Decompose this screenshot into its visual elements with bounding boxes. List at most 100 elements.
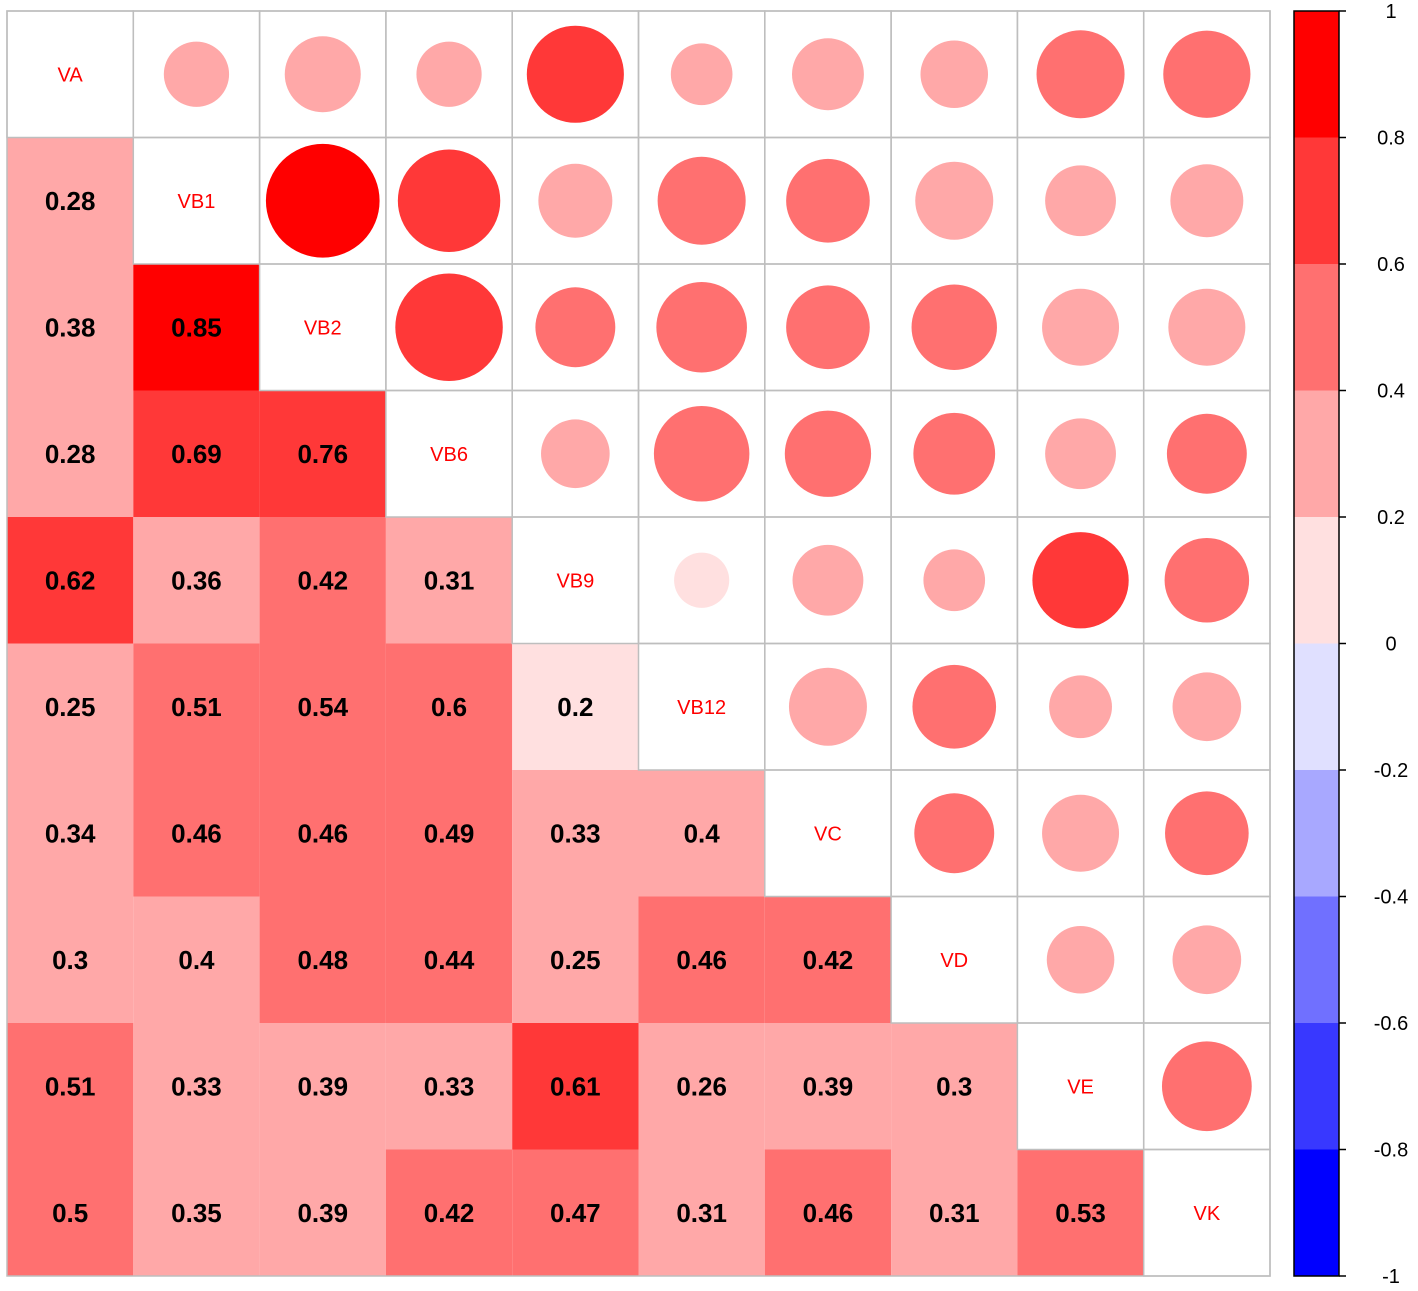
cell-value-VB12-VB9: 0.2	[557, 692, 593, 722]
legend-bin-9	[1294, 1149, 1339, 1276]
circle-mark-VB12-VE	[1049, 675, 1112, 739]
lower-cell-VB2-VB1	[133, 264, 260, 391]
variable-label-VK: VK	[1194, 1203, 1221, 1225]
circle-mark-VB1-VB2	[265, 143, 380, 258]
circle-mark-VA-VD	[920, 40, 989, 109]
circle-mark-VB12-VC	[788, 667, 867, 746]
legend-bin-5	[1294, 643, 1339, 770]
legend-tick-label-2: 0.6	[1377, 254, 1405, 276]
lower-cell-VE-VB2	[259, 1023, 386, 1150]
lower-cell-VC-VA	[7, 770, 134, 897]
lower-cell-VK-VB2	[259, 1149, 386, 1276]
lower-cell-VB12-VA	[7, 643, 134, 770]
cell-value-VB6-VB2: 0.76	[297, 439, 348, 469]
lower-cell-VB9-VA	[7, 517, 134, 644]
circle-mark-VB6-VD	[913, 412, 996, 495]
cell-value-VB9-VB1: 0.36	[171, 565, 222, 595]
circle-mark-VB2-VB12	[656, 281, 747, 373]
circle-mark-VB1-VK	[1170, 164, 1244, 238]
cell-value-VB9-VB6: 0.31	[424, 565, 475, 595]
legend-tick-label-9: -0.8	[1374, 1140, 1408, 1162]
variable-label-VB6: VB6	[430, 444, 468, 466]
lower-cell-VC-VB1	[133, 770, 260, 897]
lower-cell-VC-VB9	[512, 770, 639, 897]
lower-cell-VB12-VB9	[512, 643, 639, 770]
lower-cell-VD-VB12	[638, 896, 765, 1023]
cell-value-VC-VB2: 0.46	[297, 818, 348, 848]
cell-value-VB6-VA: 0.28	[45, 439, 96, 469]
cell-value-VC-VB9: 0.33	[550, 818, 601, 848]
variable-label-VE: VE	[1067, 1076, 1094, 1098]
diagonal-cell-VE	[1017, 1023, 1144, 1150]
lower-cell-VE-VB1	[133, 1023, 260, 1150]
circle-mark-VB9-VD	[923, 549, 986, 612]
lower-cell-VK-VC	[764, 1149, 892, 1276]
circle-mark-VB6-VC	[784, 410, 872, 497]
circle-mark-VD-VE	[1046, 925, 1115, 994]
lower-cell-VD-VB1	[133, 896, 260, 1023]
legend-bin-0	[1294, 11, 1339, 138]
legend-bin-8	[1294, 1023, 1339, 1150]
legend-tick-label-10: -1	[1382, 1266, 1400, 1288]
cell-value-VK-VD: 0.31	[929, 1198, 980, 1228]
lower-cell-VK-VA	[7, 1149, 134, 1276]
variable-label-VB1: VB1	[178, 191, 216, 213]
legend-tick-label-0: 1	[1385, 1, 1396, 23]
diagonal-cell-VB6	[385, 390, 513, 517]
circle-mark-VA-VB6	[416, 41, 482, 107]
lower-cell-VB6-VB1	[133, 390, 260, 517]
legend-tick-label-6: -0.2	[1374, 760, 1408, 782]
cell-value-VE-VD: 0.3	[936, 1071, 972, 1101]
cell-value-VE-VB12: 0.26	[676, 1071, 727, 1101]
lower-cell-VB6-VA	[7, 390, 134, 517]
cell-value-VB12-VB2: 0.54	[297, 692, 348, 722]
cell-value-VE-VB1: 0.33	[171, 1071, 222, 1101]
lower-cell-VC-VB12	[638, 770, 765, 897]
circle-mark-VC-VD	[914, 793, 995, 874]
variable-label-VD: VD	[940, 950, 968, 972]
circle-mark-VB9-VB12	[674, 552, 730, 608]
circle-mark-VB12-VD	[912, 664, 997, 749]
circle-mark-VA-VE	[1036, 30, 1125, 119]
lower-cell-VE-VD	[891, 1023, 1018, 1150]
circle-mark-VB12-VK	[1172, 672, 1242, 742]
circle-mark-VB1-VB6	[397, 149, 501, 252]
cell-value-VD-VB1: 0.4	[178, 945, 215, 975]
lower-cell-VE-VA	[7, 1023, 134, 1150]
diagonal-cell-VB9	[512, 517, 639, 644]
circle-mark-VB6-VB12	[653, 405, 750, 502]
circle-mark-VB1-VE	[1045, 165, 1116, 237]
legend-bin-3	[1294, 390, 1339, 517]
lower-cell-VB9-VB6	[385, 517, 513, 644]
cell-value-VC-VA: 0.34	[45, 818, 96, 848]
legend-bin-2	[1294, 264, 1339, 391]
variable-label-VB2: VB2	[304, 317, 342, 339]
legend-tick-label-4: 0.2	[1377, 507, 1405, 529]
cell-value-VB12-VB1: 0.51	[171, 692, 222, 722]
legend-tick-label-7: -0.4	[1374, 887, 1408, 909]
diagonal-cell-VB1	[133, 137, 260, 264]
legend-tick-label-5: 0	[1385, 634, 1396, 656]
circle-mark-VE-VK	[1161, 1041, 1252, 1132]
lower-cell-VD-VA	[7, 896, 134, 1023]
cell-value-VB2-VA: 0.38	[45, 312, 96, 342]
lower-cell-VE-VB12	[638, 1023, 765, 1150]
lower-cell-VK-VE	[1017, 1149, 1144, 1276]
variable-label-VB9: VB9	[556, 570, 594, 592]
diagonal-cell-VD	[891, 896, 1018, 1023]
cell-value-VD-VC: 0.42	[803, 945, 854, 975]
lower-cell-VE-VB6	[385, 1023, 513, 1150]
cell-value-VE-VC: 0.39	[803, 1071, 854, 1101]
cell-value-VB1-VA: 0.28	[45, 186, 96, 216]
legend-tick-label-3: 0.4	[1377, 381, 1405, 403]
cell-value-VE-VB2: 0.39	[297, 1071, 348, 1101]
cell-value-VD-VA: 0.3	[52, 945, 88, 975]
cell-value-VK-VC: 0.46	[803, 1198, 854, 1228]
cell-value-VD-VB6: 0.44	[424, 945, 475, 975]
diagonal-cell-VA	[7, 11, 134, 138]
cell-value-VK-VA: 0.5	[52, 1198, 88, 1228]
lower-cell-VB9-VB2	[259, 517, 386, 644]
circle-mark-VB1-VD	[915, 161, 994, 240]
lower-cell-VE-VC	[764, 1023, 892, 1150]
